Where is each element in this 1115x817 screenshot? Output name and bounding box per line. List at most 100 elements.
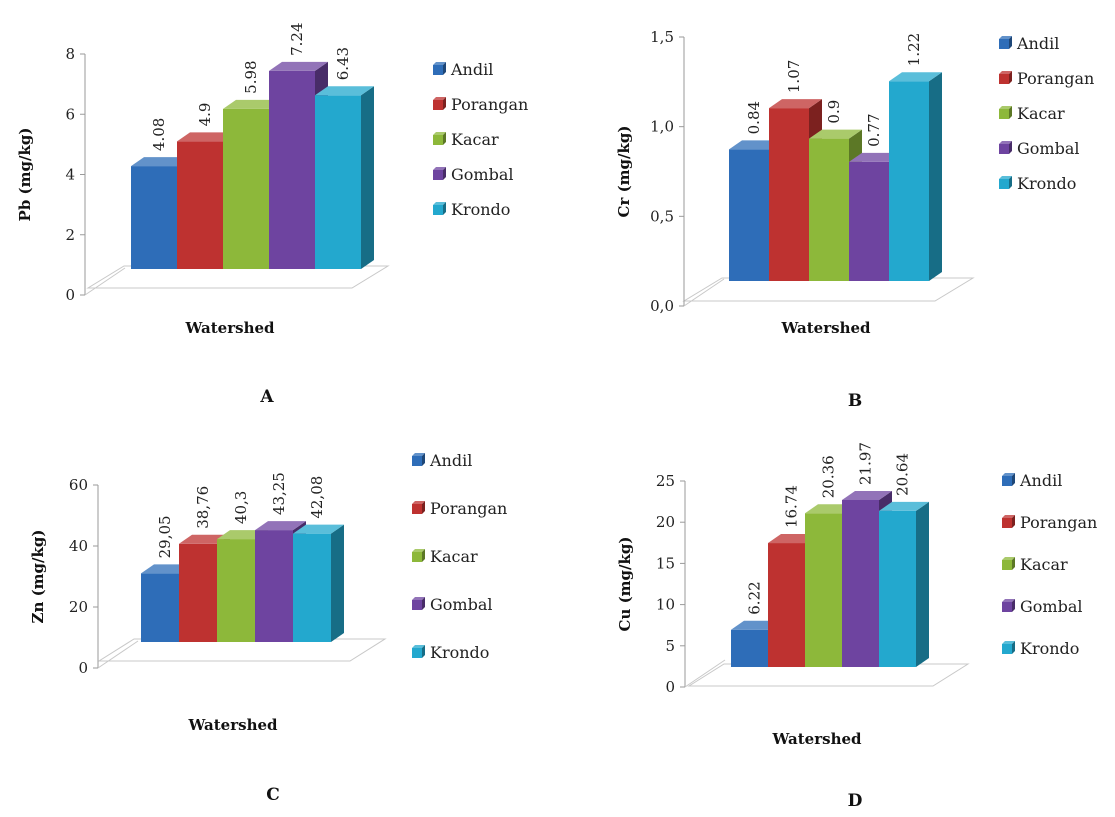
data-label: 4.9: [196, 103, 214, 127]
bar-front: [849, 161, 889, 281]
legend-swatch: [999, 39, 1009, 49]
legend-swatch-top: [433, 132, 446, 135]
legend-swatch: [999, 144, 1009, 154]
legend-item-andil: Andil: [412, 451, 472, 470]
bar-side: [331, 524, 344, 642]
bar-top: [729, 140, 782, 150]
chart-floor: [682, 277, 975, 302]
y-axis-title: Pb (mg/kg): [16, 128, 34, 222]
data-label: 7.24: [288, 22, 306, 55]
y-axis-title: Cr (mg/kg): [615, 126, 633, 218]
bar-top: [809, 129, 862, 139]
floor-edge: [97, 640, 139, 669]
legend-swatch-side: [443, 62, 446, 75]
x-axis-title: Watershed: [184, 319, 275, 337]
legend-item-porangan: Porangan: [433, 95, 528, 114]
panel-label: C: [266, 785, 280, 805]
bar-side: [929, 72, 942, 281]
legend-swatch: [1002, 602, 1012, 612]
legend-label: Andil: [1019, 471, 1062, 490]
bar-front: [217, 539, 255, 642]
bar-front: [293, 533, 331, 642]
data-label: 1.07: [785, 60, 803, 93]
chart-panel-c: 0 20 40 60 Zn (mg/kg) 29,05 38,76 40,3 43,25 42,0…: [29, 451, 507, 805]
legend-swatch-side: [1009, 36, 1012, 49]
legend-label: Gombal: [1020, 597, 1082, 616]
legend-label: Andil: [1016, 34, 1059, 53]
y-axis-title: Cu (mg/kg): [616, 537, 634, 632]
legend-swatch: [999, 109, 1009, 119]
bar-front: [177, 141, 223, 269]
bar-top: [255, 521, 306, 531]
data-label: 21.97: [857, 442, 875, 485]
legend-item-andil: Andil: [999, 34, 1059, 53]
legend-swatch: [412, 600, 422, 610]
legend-swatch: [433, 170, 443, 180]
legend-label: Kacar: [430, 547, 478, 566]
legend-swatch-top: [999, 176, 1012, 179]
legend-swatch-top: [433, 62, 446, 65]
legend-swatch-top: [412, 501, 425, 504]
legend-swatch-side: [1012, 599, 1015, 612]
floor-edge: [683, 278, 725, 307]
bar-front: [179, 543, 217, 642]
legend-swatch-side: [422, 453, 425, 466]
chart-panel-b: 0,0 0,5 1,0 1,5 Cr (mg/kg) 0.84 1.07 0.9 0.77 1.2…: [615, 28, 1094, 411]
y-tick-label: 20: [656, 513, 675, 531]
bar-front: [141, 573, 179, 642]
legend: Andil Porangan Kacar Gombal Krondo: [412, 451, 507, 662]
legend: Andil Porangan Kacar Gombal Krondo: [999, 34, 1094, 193]
legend-swatch: [1002, 644, 1012, 654]
data-label: 0.84: [745, 101, 763, 134]
data-label: 43,25: [270, 472, 288, 515]
y-tick-label: 10: [656, 596, 675, 614]
bar-top: [269, 61, 328, 71]
bar-front: [769, 108, 809, 281]
legend-swatch: [433, 65, 443, 75]
legend-label: Krondo: [1020, 639, 1079, 658]
legend-item-gombal: Gombal: [999, 139, 1079, 158]
legend-swatch-top: [1002, 473, 1015, 476]
legend-swatch-side: [1012, 557, 1015, 570]
legend-swatch: [412, 504, 422, 514]
legend-item-krondo: Krondo: [433, 200, 510, 219]
floor-edge: [84, 267, 126, 296]
legend-swatch-top: [412, 549, 425, 552]
legend-label: Kacar: [451, 130, 499, 149]
legend-swatch-top: [999, 36, 1012, 39]
bar-front: [269, 70, 315, 270]
chart-floor: [687, 663, 970, 687]
legend-swatch: [433, 205, 443, 215]
legend-swatch-top: [1002, 599, 1015, 602]
bar-front: [805, 513, 842, 667]
x-axis-title: Watershed: [780, 319, 871, 337]
bar-krondo: 6.43: [315, 47, 374, 269]
legend-item-gombal: Gombal: [433, 165, 513, 184]
bar-side: [361, 86, 374, 269]
bar-top: [889, 72, 942, 82]
data-label: 0.77: [865, 114, 883, 147]
legend-swatch-side: [443, 97, 446, 110]
bar-front: [889, 81, 929, 281]
legend-label: Porangan: [1020, 513, 1097, 532]
legend-swatch-side: [1012, 515, 1015, 528]
bar-side: [916, 501, 929, 667]
legend-label: Kacar: [1020, 555, 1068, 574]
legend-swatch: [412, 648, 422, 658]
legend-label: Gombal: [1017, 139, 1079, 158]
bar-front: [315, 95, 361, 269]
panel-label: D: [848, 791, 863, 811]
legend-item-porangan: Porangan: [412, 499, 507, 518]
legend-swatch: [433, 135, 443, 145]
legend-swatch-top: [412, 645, 425, 648]
bar-top: [131, 157, 190, 167]
legend-item-krondo: Krondo: [412, 643, 489, 662]
y-tick-label: 2: [65, 226, 75, 244]
bar-front: [255, 530, 293, 642]
legend-swatch-top: [412, 597, 425, 600]
y-tick-label: 25: [656, 472, 675, 490]
data-label: 16.74: [783, 485, 801, 528]
bar-top: [223, 99, 282, 109]
data-label: 4.08: [150, 118, 168, 151]
data-label: 40,3: [232, 491, 250, 524]
